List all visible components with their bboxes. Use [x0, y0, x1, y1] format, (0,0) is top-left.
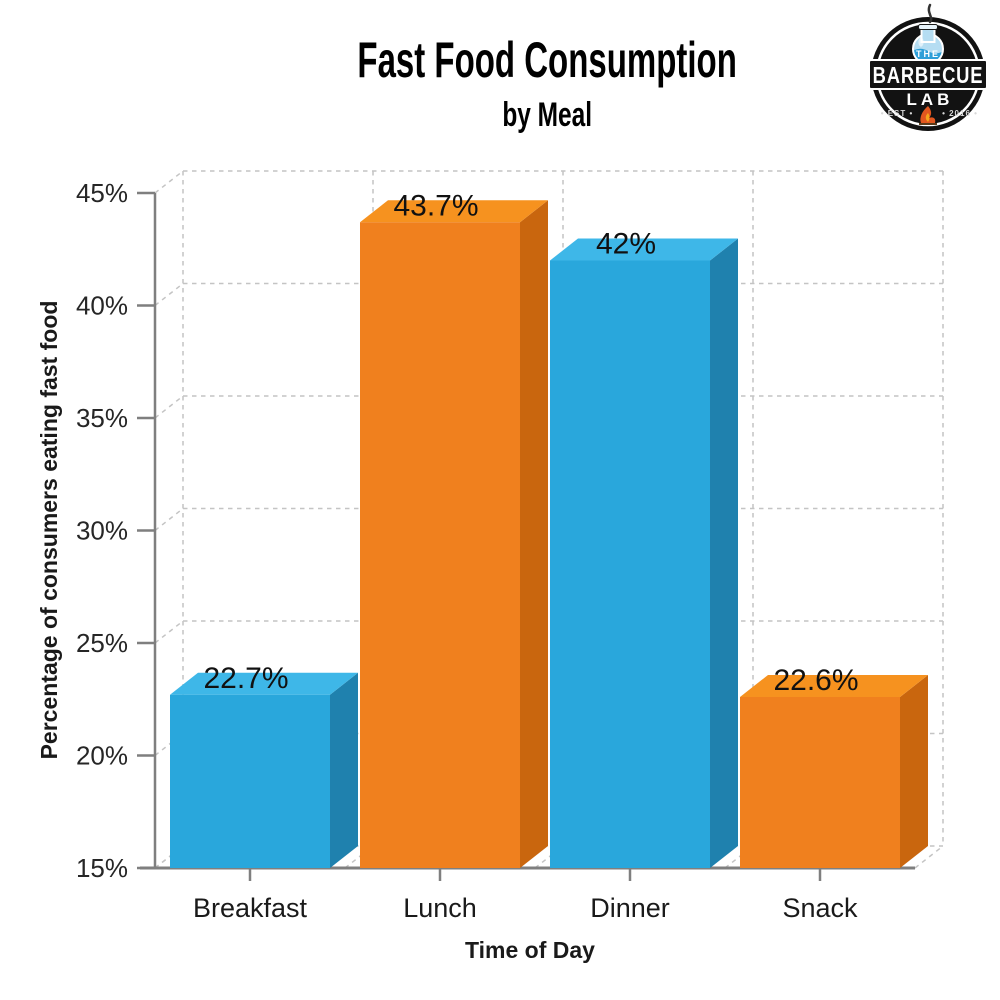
gridline-depth	[154, 507, 184, 532]
chart-title: Fast Food Consumption	[357, 32, 736, 87]
bar-side-face	[900, 675, 928, 868]
logo-banner	[868, 59, 988, 90]
bar-top-face	[740, 675, 928, 697]
bar-top-face	[170, 672, 358, 695]
logo-year-text: • 2016 •	[942, 109, 978, 118]
gridline-depth	[154, 282, 184, 307]
bar-value-label: 22.7%	[203, 662, 288, 695]
bar-front-face	[550, 260, 710, 868]
gridline-depth	[154, 620, 184, 644]
bar-front-face	[740, 697, 900, 868]
chart-subtitle: by Meal	[502, 96, 592, 134]
bar-top-face	[550, 238, 738, 261]
bar-side-face	[710, 238, 738, 868]
gridline-depth	[154, 395, 184, 419]
logo-est-text: • EST •	[881, 109, 914, 118]
bar-front-face	[170, 694, 330, 868]
x-category-label: Snack	[782, 893, 858, 923]
bar-snack: 22.6%	[740, 664, 928, 868]
y-axis-title: Percentage of consumers eating fast food	[36, 301, 62, 760]
flame-icon	[919, 106, 937, 125]
bar-side-face	[330, 672, 358, 868]
bars-layer: 22.7% 43.7% 42% 22.6%	[170, 189, 928, 868]
logo-the-text: THE	[916, 49, 940, 59]
y-tick-label: 40%	[76, 291, 128, 321]
y-tick-label: 20%	[76, 741, 128, 771]
barbecue-lab-logo: THE BARBECUE LAB • EST • • 2016 •	[868, 3, 988, 131]
gridline-depth	[154, 170, 184, 194]
y-tick-label: 35%	[76, 403, 128, 433]
bar-value-label: 43.7%	[393, 189, 478, 222]
bar-side-face	[520, 200, 548, 868]
logo-lab-text: LAB	[907, 90, 954, 109]
bar-value-label: 22.6%	[773, 664, 858, 697]
y-tick-label: 45%	[76, 178, 128, 208]
bar-lunch: 43.7%	[360, 189, 548, 868]
x-category-label: Dinner	[590, 893, 670, 923]
x-category-label: Lunch	[403, 893, 477, 923]
gridline-floor	[914, 845, 944, 869]
x-category-label: Breakfast	[193, 893, 308, 923]
x-axis-title: Time of Day	[465, 937, 595, 963]
y-tick-label: 25%	[76, 628, 128, 658]
bar-dinner: 42%	[550, 228, 738, 868]
bar-value-label: 42%	[596, 228, 656, 261]
bar-top-face	[360, 200, 548, 223]
y-tick-label: 15%	[76, 853, 128, 883]
smoke-icon	[927, 3, 933, 24]
bar-front-face	[360, 222, 520, 868]
axes: 15% 20% 25% 30% 35% 40% 45% Breakfast Lunch Dinne…	[76, 178, 915, 923]
bar-breakfast: 22.7%	[170, 662, 358, 868]
y-tick-label: 30%	[76, 516, 128, 546]
logo-name-text: BARBECUE	[873, 63, 984, 88]
